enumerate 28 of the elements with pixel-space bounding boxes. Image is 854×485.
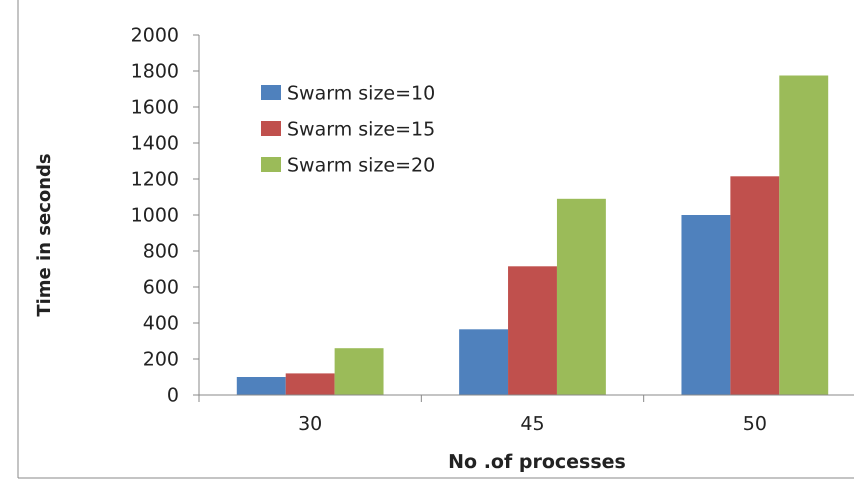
- y-tick-label: 1800: [130, 60, 179, 83]
- y-tick-label: 1600: [130, 96, 179, 119]
- bar: [334, 348, 384, 395]
- y-tick-label: 1000: [130, 204, 179, 227]
- y-tick-label: 200: [142, 348, 179, 371]
- y-tick-label: 2000: [130, 24, 179, 47]
- y-tick-label: 1400: [130, 132, 179, 155]
- bar: [779, 76, 828, 395]
- x-tick-label: 45: [520, 413, 545, 435]
- y-tick-label: 800: [142, 240, 179, 263]
- x-tick-label: 50: [742, 413, 767, 435]
- y-tick-label: 400: [142, 312, 179, 335]
- legend-label: Swarm size=15: [287, 118, 436, 141]
- bar: [681, 215, 730, 395]
- legend-label: Swarm size=10: [287, 82, 436, 105]
- y-tick-label: 600: [142, 276, 179, 299]
- y-axis-title: Time in seconds: [34, 153, 55, 317]
- bar: [556, 198, 606, 395]
- bar: [508, 266, 557, 395]
- x-tick-label: 30: [298, 413, 322, 435]
- bar: [730, 176, 780, 395]
- y-tick-label: 0: [166, 384, 179, 407]
- x-axis-title: No .of processes: [448, 451, 626, 473]
- legend-label: Swarm size=20: [287, 154, 436, 177]
- bar: [236, 377, 286, 395]
- y-tick-label: 1200: [130, 168, 179, 191]
- bar: [286, 373, 335, 395]
- bar: [459, 329, 508, 395]
